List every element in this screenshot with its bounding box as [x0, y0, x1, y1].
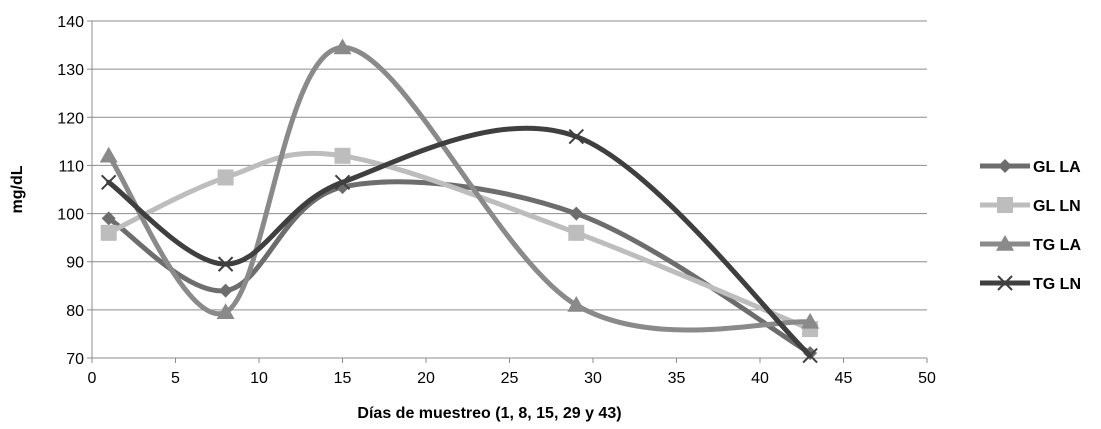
data-point: [100, 224, 117, 241]
y-tick-label: 80: [66, 303, 84, 320]
data-point: [218, 283, 233, 298]
y-tick-label: 130: [57, 62, 84, 79]
data-point: [333, 38, 352, 55]
series-line: [106, 179, 813, 356]
x-tick-label: 40: [751, 370, 769, 387]
data-point: [567, 296, 586, 312]
x-tick-label: 0: [88, 370, 97, 387]
x-tick-label: 5: [171, 370, 180, 387]
data-point: [569, 206, 584, 221]
series-line: [106, 150, 813, 332]
series-line: [106, 125, 813, 359]
axes: [87, 20, 928, 363]
legend-label: GL LN: [1033, 198, 1081, 215]
data-point: [217, 256, 234, 272]
x-tick-label: 35: [668, 370, 686, 387]
data-point: [334, 147, 351, 164]
legend-item: GL LA: [980, 159, 1081, 176]
data-point: [100, 174, 117, 190]
data-point: [801, 312, 820, 329]
x-axis-title: Días de muestreo (1, 8, 15, 29 y 43): [357, 405, 621, 422]
legend: GL LA GL LN TG LA TG LN: [980, 159, 1081, 293]
x-tick-label: 15: [334, 370, 352, 387]
data-point: [99, 146, 118, 163]
series-gl-la: [101, 179, 818, 361]
legend-swatch-marker: [997, 275, 1013, 291]
legend-label: TG LA: [1033, 237, 1081, 254]
y-tick-label: 120: [57, 110, 84, 127]
x-tick-label: 20: [417, 370, 435, 387]
y-tick-label: 140: [57, 14, 84, 31]
x-tick-label: 45: [835, 370, 853, 387]
data-point: [568, 128, 585, 145]
legend-item: TG LA: [980, 235, 1081, 254]
x-tick-label: 50: [918, 370, 936, 387]
series-gl-ln: [100, 147, 819, 338]
legend-item: TG LN: [980, 275, 1081, 293]
legend-swatch-marker: [997, 197, 1013, 213]
series-group: [99, 38, 820, 364]
series-tg-la: [99, 38, 820, 333]
x-tick-label: 25: [501, 370, 519, 387]
data-point: [101, 211, 116, 226]
legend-label: GL LA: [1033, 159, 1081, 176]
data-point: [568, 224, 585, 241]
series-tg-ln: [100, 125, 818, 364]
legend-swatch-marker: [998, 159, 1012, 173]
y-tick-label: 70: [66, 351, 84, 368]
data-point: [802, 347, 818, 364]
y-tick-label: 110: [58, 158, 84, 175]
tick-labels: 70 80 90 100 110 120 130 140 0 5 10 15 20 25 30 35 40 45 5…: [57, 14, 936, 387]
legend-swatch-marker: [996, 235, 1014, 251]
y-tick-label: 100: [57, 207, 84, 224]
gridlines: [92, 20, 927, 311]
data-point: [216, 303, 235, 320]
y-tick-label: 90: [66, 255, 84, 272]
y-axis-title: mg/dL: [9, 165, 26, 213]
x-tick-label: 10: [250, 370, 268, 387]
legend-item: GL LN: [980, 197, 1081, 215]
legend-label: TG LN: [1033, 276, 1081, 293]
data-point: [217, 169, 234, 186]
x-tick-label: 30: [584, 370, 602, 387]
data-point: [334, 174, 351, 190]
